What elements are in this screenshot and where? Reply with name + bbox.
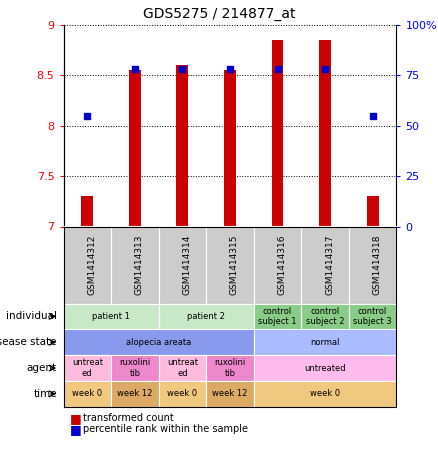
Text: control
subject 3: control subject 3 <box>353 307 392 326</box>
Text: ■: ■ <box>70 423 82 436</box>
Text: time: time <box>33 389 57 399</box>
Text: patient 1: patient 1 <box>92 312 130 321</box>
Text: transformed count: transformed count <box>83 413 174 423</box>
Text: GSM1414316: GSM1414316 <box>278 235 286 295</box>
Text: GSM1414318: GSM1414318 <box>373 235 381 295</box>
Text: GSM1414312: GSM1414312 <box>87 235 96 295</box>
Bar <box>177 65 188 226</box>
Text: GSM1414314: GSM1414314 <box>182 235 191 295</box>
Bar <box>224 70 236 226</box>
Text: agent: agent <box>27 363 57 373</box>
Text: untreated: untreated <box>304 364 346 372</box>
Bar <box>81 196 93 226</box>
Text: alopecia areata: alopecia areata <box>126 338 191 347</box>
Text: week 0: week 0 <box>310 390 340 398</box>
Text: week 0: week 0 <box>72 390 102 398</box>
Text: normal: normal <box>310 338 340 347</box>
Text: ruxolini
tib: ruxolini tib <box>119 358 151 378</box>
Text: GDS5275 / 214877_at: GDS5275 / 214877_at <box>143 7 295 21</box>
Bar <box>367 196 378 226</box>
Bar <box>129 70 141 226</box>
Text: control
subject 2: control subject 2 <box>306 307 344 326</box>
Text: untreat
ed: untreat ed <box>167 358 198 378</box>
Text: individual: individual <box>6 311 57 322</box>
Bar <box>319 40 331 227</box>
Text: week 12: week 12 <box>117 390 152 398</box>
Bar <box>272 40 283 227</box>
Text: week 12: week 12 <box>212 390 247 398</box>
Text: GSM1414315: GSM1414315 <box>230 235 239 295</box>
Text: GSM1414313: GSM1414313 <box>135 235 144 295</box>
Text: patient 2: patient 2 <box>187 312 225 321</box>
Text: ruxolini
tib: ruxolini tib <box>214 358 246 378</box>
Text: ■: ■ <box>70 412 82 424</box>
Text: control
subject 1: control subject 1 <box>258 307 297 326</box>
Text: percentile rank within the sample: percentile rank within the sample <box>83 424 248 434</box>
Text: untreat
ed: untreat ed <box>72 358 103 378</box>
Text: disease state: disease state <box>0 337 57 347</box>
Text: GSM1414317: GSM1414317 <box>325 235 334 295</box>
Text: week 0: week 0 <box>167 390 198 398</box>
